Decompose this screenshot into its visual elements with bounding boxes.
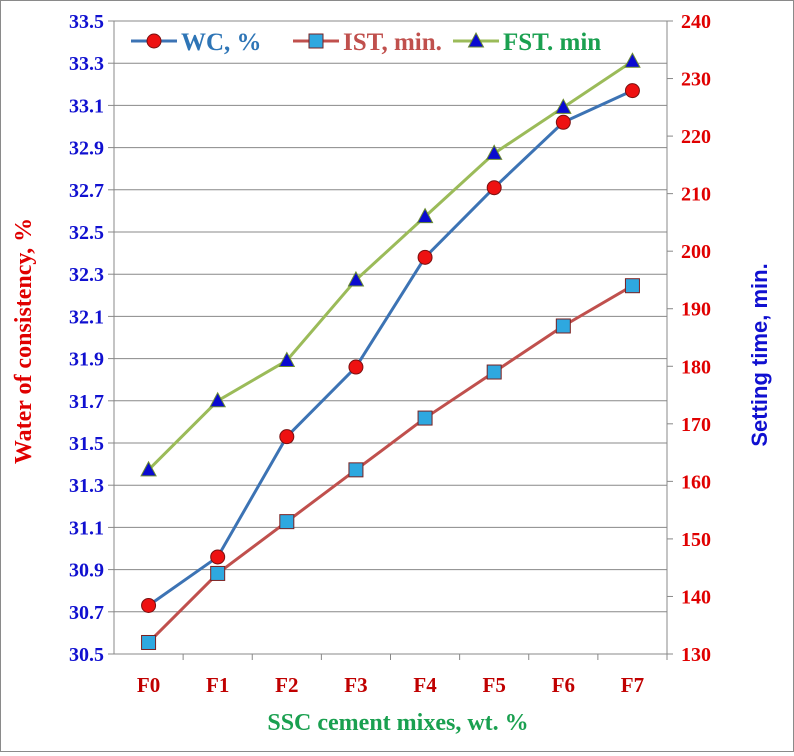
marker-circle [210,549,226,565]
legend-label: FST. min [503,29,601,56]
marker-square [624,278,640,294]
left-tick-label: 30.7 [69,602,104,624]
legend-label: WC, % [181,29,262,56]
legend-label: IST, min. [343,29,442,56]
x-axis-ticks: F0 F1 F2 F3 F4 F5 F6 F7 [137,673,644,697]
right-tick-label: 190 [681,299,711,321]
left-tick-label: 30.5 [69,644,104,666]
marker-triangle [209,391,227,408]
series-lines [147,60,634,644]
x-tick-label: F7 [621,673,644,697]
right-tick-label: 210 [681,184,711,206]
marker-circle [348,359,364,375]
marker-circle [279,429,295,445]
left-tick-label: 31.3 [69,475,104,497]
right-tick-label: 180 [681,356,711,378]
x-tick-label: F6 [552,673,575,697]
marker-circle [555,114,571,130]
right-tick-label: 170 [681,414,711,436]
x-tick-label: F2 [275,673,298,697]
marker-triangle [485,144,503,160]
marker-triangle [278,351,296,368]
marker-square [348,462,364,478]
x-tick-label: F4 [413,673,437,697]
x-tick-label: F5 [483,673,506,697]
right-tick-label: 220 [681,126,711,148]
left-tick-label: 31.9 [69,349,104,371]
marker-square [141,634,157,650]
marker-square [486,364,502,380]
left-axis-ticks: 30.5 30.7 30.9 31.1 31.3 31.5 31.7 31.9 32.1 32.3… [69,11,104,666]
legend-marker-circle [146,33,162,49]
right-tick-label: 240 [681,11,711,33]
x-tick-label: F1 [206,673,229,697]
marker-triangle [624,52,641,68]
left-tick-label: 33.5 [69,11,104,33]
right-tick-label: 150 [681,529,711,551]
marker-square [279,514,295,530]
marker-square [555,318,571,334]
marker-triangle [140,460,157,477]
left-tick-label: 31.7 [69,391,104,413]
right-tick-label: 230 [681,69,711,91]
left-tick-label: 32.9 [69,138,104,160]
left-tick-label: 32.1 [69,306,104,328]
marker-circle [141,597,157,613]
marker-square [210,565,226,581]
marker-circle [486,180,502,196]
right-tick-label: 160 [681,471,711,493]
marker-triangle [416,207,434,224]
left-tick-label: 31.5 [69,433,104,455]
x-tick-label: F3 [344,673,367,697]
right-tick-label: 200 [681,241,711,263]
series-line [147,89,634,607]
series-markers [140,52,641,650]
gridlines [108,20,673,660]
y-axis-label-left: Water of consistency, % [11,218,37,464]
left-tick-label: 30.9 [69,560,104,582]
left-tick-label: 33.3 [69,53,104,75]
marker-triangle [347,270,365,287]
right-tick-label: 130 [681,644,711,666]
legend-marker-triangle [467,31,485,48]
series-line [147,60,634,471]
left-tick-label: 31.1 [69,517,104,539]
left-tick-label: 32.7 [69,180,104,202]
y-axis-label-right: Setting time, min. [747,263,772,446]
marker-triangle [554,98,572,114]
left-tick-label: 32.5 [69,222,104,244]
marker-square [417,410,433,426]
left-tick-label: 32.3 [69,264,104,286]
marker-circle [417,249,433,265]
series-line [147,284,634,644]
right-tick-label: 140 [681,586,711,608]
left-tick-label: 33.1 [69,95,104,117]
x-axis-label: SSC cement mixes, wt. % [267,710,528,736]
x-tick-label: F0 [137,673,160,697]
legend-marker-square [308,33,324,49]
right-axis-ticks: 130 140 150 160 170 180 190 200 210 220 230 240 [681,11,711,666]
legend: WC, % IST, min. FST. min [131,29,601,56]
marker-circle [624,83,640,99]
